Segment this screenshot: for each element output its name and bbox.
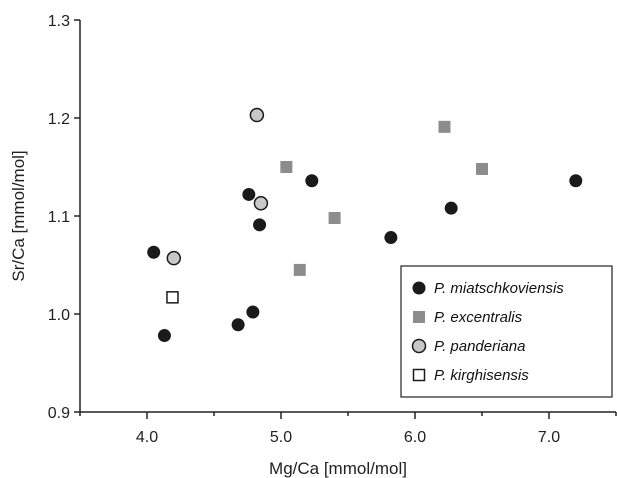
legend-box [400, 265, 613, 398]
y-tick-label: 0.9 [48, 405, 70, 422]
data-point [328, 211, 341, 224]
data-point [384, 231, 398, 245]
y-axis: 0.9 1.0 1.1 1.2 1.3 [48, 13, 80, 422]
data-point [242, 187, 256, 201]
y-tick-label: 1.2 [48, 111, 70, 128]
y-tick-label: 1.1 [48, 209, 70, 226]
x-tick-label: 4.0 [136, 429, 158, 446]
legend-marker [411, 338, 427, 354]
legend: P. miatschkoviensis P. excentralis P. pand… [400, 265, 613, 398]
data-point [253, 218, 267, 232]
data-point [231, 318, 245, 332]
data-point [157, 329, 171, 343]
data-point [444, 201, 458, 215]
data-point [280, 161, 293, 173]
legend-label: P. miatschkoviensis [434, 280, 564, 297]
x-tick-label: 6.0 [404, 429, 426, 446]
legend-label: P. panderiana [434, 338, 525, 355]
legend-marker [413, 311, 425, 323]
data-point [569, 174, 583, 188]
data-point [166, 291, 179, 304]
legend-marker [412, 368, 426, 382]
legend-marker [412, 281, 426, 295]
x-axis-title: Mg/Ca [mmol/mol] [269, 459, 407, 478]
y-axis-title: Sr/Ca [mmol/mol] [9, 150, 28, 281]
data-point [246, 305, 260, 319]
y-tick-label: 1.0 [48, 307, 70, 324]
data-point [253, 196, 269, 211]
data-point [147, 245, 161, 259]
x-tick-label: 5.0 [270, 429, 292, 446]
x-axis: 4.0 5.0 6.0 7.0 [79, 412, 617, 446]
x-tick-label: 7.0 [538, 429, 560, 446]
legend-label: P. excentralis [434, 309, 523, 326]
data-point [438, 120, 451, 133]
data-point [293, 263, 306, 276]
data-point [249, 107, 265, 123]
legend-label: P. kirghisensis [434, 367, 529, 384]
data-point [305, 174, 319, 188]
y-tick-label: 1.3 [48, 13, 70, 30]
data-points [147, 107, 583, 343]
data-point [166, 250, 182, 266]
data-point [476, 162, 488, 175]
